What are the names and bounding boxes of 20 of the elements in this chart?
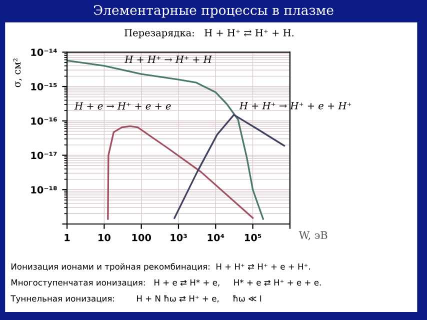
x-tick-label: 100 [132, 234, 152, 242]
x-tick-label: 10 [98, 234, 110, 242]
text: Туннельная ионизация: H + N ħω ⇄ H⁺ + e, ħω ≪ I [10, 295, 262, 304]
text: H + e → H⁺ + e + e [74, 102, 171, 110]
y-tick-label: 10⁻¹⁴ [31, 48, 57, 56]
chart-subtitle: Перезарядка: H + H⁺ ⇄ H⁺ + H. [124, 29, 294, 38]
x-axis-title: W, эВ [298, 231, 328, 240]
y-tick-label: 10⁻¹⁷ [31, 152, 57, 160]
x-tick-label: 1 [64, 234, 70, 242]
y-tick-label: 10⁻¹⁶ [31, 117, 57, 125]
y-tick-label: 10⁻¹⁸ [31, 186, 57, 194]
x-tick-label: 10³ [170, 234, 187, 242]
series-label: H + H⁺ → H⁺ + H [124, 56, 212, 63]
chart-title: Элементарные процессы в плазме [94, 5, 334, 18]
x-tick-label: 10⁴ [208, 234, 224, 242]
text: Многоступенчатая ионизация: H + e ⇄ H* + e, H* + e ⇄ H⁺ + e + e. [11, 279, 321, 288]
y-axis-title: σ, см² [13, 58, 22, 88]
y-tick-label: 10⁻¹⁵ [31, 83, 57, 90]
text: Ионизация ионами и тройная рекомбинация: H + H⁺ ⇄ H⁺ + e + H⁺. [11, 263, 310, 272]
x-tick-label: 10⁵ [244, 234, 262, 242]
